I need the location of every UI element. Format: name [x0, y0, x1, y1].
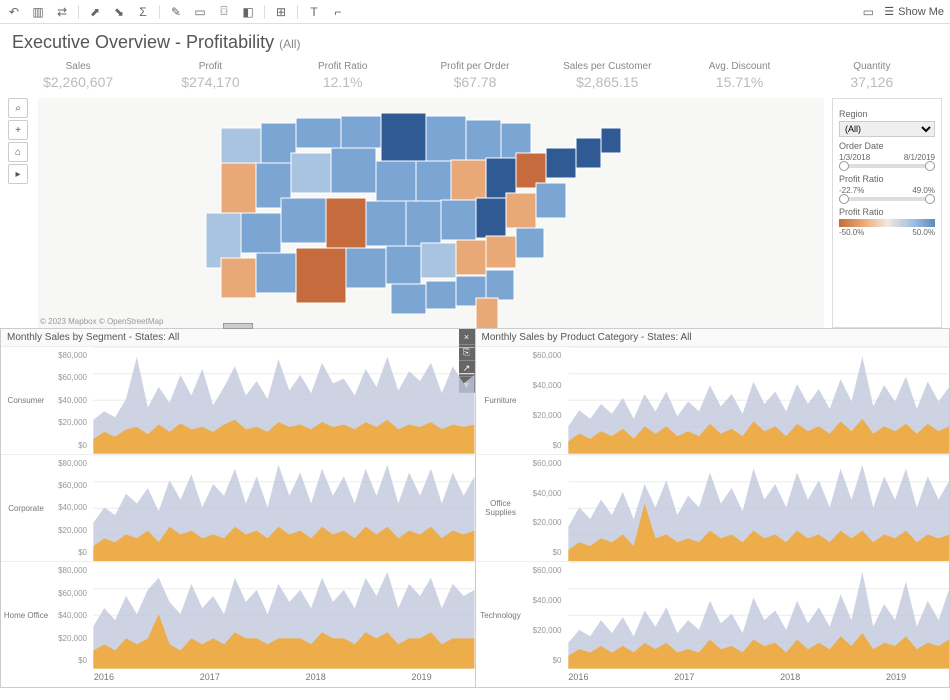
page-title: Executive Overview - Profitability (All)	[12, 32, 938, 53]
chart-row: Home Office$80,000$60,000$40,000$20,000$…	[1, 562, 475, 669]
xaxis-label: 2016	[94, 672, 114, 682]
panel-segment: Monthly Sales by Segment - States: All ×…	[0, 328, 475, 688]
area-chart[interactable]: $80,000$60,000$40,000$20,000$0	[51, 455, 475, 562]
show-me-label: Show Me	[898, 6, 944, 18]
panel-left-title: Monthly Sales by Segment - States: All	[1, 329, 475, 347]
segment-label: Furniture	[476, 347, 526, 454]
segment-label: Technology	[476, 562, 526, 669]
segment-label: Home Office	[1, 562, 51, 669]
undo-icon[interactable]: ↶	[6, 4, 22, 20]
show-me-button[interactable]: ☰ Show Me	[884, 5, 944, 18]
xaxis-label: 2019	[412, 672, 432, 682]
panel-right-title: Monthly Sales by Product Category - Stat…	[476, 329, 950, 347]
kpi: Profit per Order$67.78	[409, 61, 541, 90]
drag-handle-icon[interactable]	[223, 323, 253, 329]
mark-icon[interactable]: ◧	[240, 4, 256, 20]
kpi: Profit$274,170	[144, 61, 276, 90]
color-legend-bar	[839, 219, 935, 227]
swap-icon[interactable]: ⇄	[54, 4, 70, 20]
kpi: Quantity37,126	[806, 61, 938, 90]
ratio-label: Profit Ratio	[839, 174, 935, 184]
area-chart[interactable]: $80,000$60,000$40,000$20,000$0	[51, 347, 475, 454]
format-icon[interactable]: ▭	[192, 4, 208, 20]
xaxis-label: 2018	[306, 672, 326, 682]
align-icon[interactable]: ⌐	[330, 4, 346, 20]
segment-label: Corporate	[1, 455, 51, 562]
sum-icon[interactable]: Σ	[135, 4, 151, 20]
sort-asc-icon[interactable]: ⬈	[87, 4, 103, 20]
region-label: Region	[839, 109, 935, 119]
play-icon[interactable]: ▸	[8, 164, 28, 184]
text-icon[interactable]: T	[306, 4, 322, 20]
xaxis-label: 2016	[568, 672, 588, 682]
map-section: ⌕ + ⌂ ▸ © 2023 Mapbox © OpenStreetMap Re…	[0, 98, 950, 328]
filter-panel: Region (All) Order Date 1/3/20188/1/2019…	[832, 98, 942, 328]
area-chart[interactable]: $60,000$40,000$20,000$0	[526, 562, 950, 669]
panel-category: Monthly Sales by Product Category - Stat…	[475, 328, 950, 688]
highlight-icon[interactable]: ✎	[168, 4, 184, 20]
xaxis-label: 2017	[674, 672, 694, 682]
title-row: Executive Overview - Profitability (All)	[0, 24, 950, 57]
kpi: Sales$2,260,607	[12, 61, 144, 90]
segment-label: Consumer	[1, 347, 51, 454]
toolbar: ↶ ▥ ⇄ ⬈ ⬊ Σ ✎ ▭ ⌼ ◧ ⊞ T ⌐ ▭ ☰ Show Me	[0, 0, 950, 24]
chart-row: Furniture$60,000$40,000$20,000$0	[476, 347, 950, 455]
ratio-slider[interactable]	[839, 197, 935, 201]
showme-icon: ☰	[884, 5, 894, 18]
chart-row: Consumer$80,000$60,000$40,000$20,000$0	[1, 347, 475, 455]
charts-row: Monthly Sales by Segment - States: All ×…	[0, 328, 950, 688]
xaxis-label: 2017	[200, 672, 220, 682]
search-icon[interactable]: ⌕	[8, 98, 28, 118]
sort-desc-icon[interactable]: ⬊	[111, 4, 127, 20]
date-label: Order Date	[839, 141, 935, 151]
area-chart[interactable]: $60,000$40,000$20,000$0	[526, 455, 950, 562]
kpi-row: Sales$2,260,607Profit$274,170Profit Rati…	[0, 57, 950, 98]
home-icon[interactable]: ⌂	[8, 142, 28, 162]
xaxis-label: 2018	[780, 672, 800, 682]
region-select[interactable]: (All)	[839, 121, 935, 137]
kpi: Profit Ratio12.1%	[277, 61, 409, 90]
segment-label: Office Supplies	[476, 455, 526, 562]
present-icon[interactable]: ▭	[860, 4, 876, 20]
fit-icon[interactable]: ⊞	[273, 4, 289, 20]
label-icon[interactable]: ⌼	[216, 4, 232, 20]
close-icon[interactable]: ×	[459, 329, 475, 345]
area-chart[interactable]: $60,000$40,000$20,000$0	[526, 347, 950, 454]
map-attribution: © 2023 Mapbox © OpenStreetMap	[40, 317, 163, 326]
map-canvas[interactable]: © 2023 Mapbox © OpenStreetMap	[38, 98, 824, 328]
kpi: Avg. Discount15.71%	[673, 61, 805, 90]
area-chart[interactable]: $80,000$60,000$40,000$20,000$0	[51, 562, 475, 669]
chart-icon[interactable]: ▥	[30, 4, 46, 20]
map-tools: ⌕ + ⌂ ▸	[8, 98, 30, 328]
zoom-in-icon[interactable]: +	[8, 120, 28, 140]
date-slider[interactable]	[839, 164, 935, 168]
chart-row: Corporate$80,000$60,000$40,000$20,000$0	[1, 455, 475, 563]
kpi: Sales per Customer$2,865.15	[541, 61, 673, 90]
xaxis-label: 2019	[886, 672, 906, 682]
chart-row: Technology$60,000$40,000$20,000$0	[476, 562, 950, 669]
legend-label: Profit Ratio	[839, 207, 935, 217]
chart-row: Office Supplies$60,000$40,000$20,000$0	[476, 455, 950, 563]
